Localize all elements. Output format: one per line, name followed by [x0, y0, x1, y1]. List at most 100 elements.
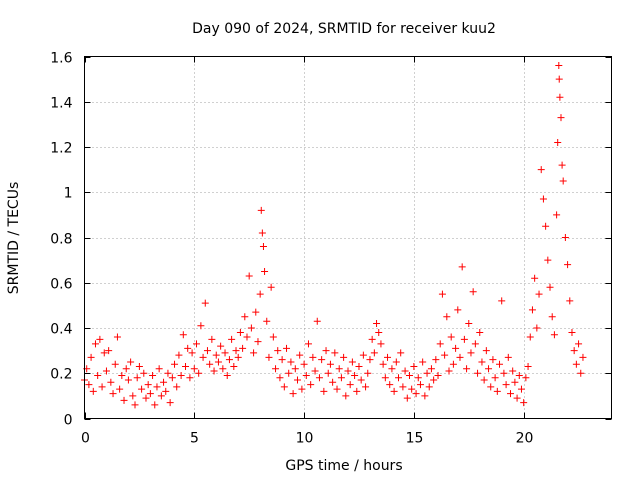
data-point [100, 349, 108, 357]
data-point [94, 372, 102, 380]
data-point [188, 349, 196, 357]
data-point [285, 369, 293, 377]
data-point [355, 362, 363, 370]
data-point [351, 372, 359, 380]
grid [84, 56, 612, 419]
data-point [526, 333, 534, 341]
data-point [368, 335, 376, 343]
data-point [465, 319, 473, 327]
data-point [324, 369, 332, 377]
data-point [241, 313, 249, 321]
data-point [403, 394, 411, 402]
data-point [212, 351, 220, 359]
data-point [558, 161, 566, 169]
data-point [267, 283, 275, 291]
data-point [155, 365, 163, 373]
data-point [122, 365, 130, 373]
data-point [550, 331, 558, 339]
data-point [313, 317, 321, 325]
data-point [280, 383, 288, 391]
data-point [283, 344, 291, 352]
data-point [373, 319, 381, 327]
data-point [162, 387, 170, 395]
data-point [517, 385, 525, 393]
data-point [478, 358, 486, 366]
data-point [166, 399, 174, 407]
data-point [564, 261, 572, 269]
data-point [357, 376, 365, 384]
data-point [425, 383, 433, 391]
data-point [206, 360, 214, 368]
data-point [208, 335, 216, 343]
y-tick-label: 0.4 [50, 322, 72, 338]
data-point [454, 306, 462, 314]
data-point [318, 356, 326, 364]
data-point [236, 329, 244, 337]
data-point [182, 362, 190, 370]
data-point [89, 387, 97, 395]
data-point [423, 369, 431, 377]
data-point [542, 222, 550, 230]
data-point [441, 351, 449, 359]
data-point [197, 322, 205, 330]
data-point [556, 93, 564, 101]
data-point [381, 374, 389, 382]
x-tick-label: 5 [190, 431, 199, 447]
data-point [496, 360, 504, 368]
data-point [228, 335, 236, 343]
data-point [195, 369, 203, 377]
data-point [359, 351, 367, 359]
x-tick-label: 15 [406, 431, 424, 447]
data-point [388, 365, 396, 373]
data-point [482, 347, 490, 355]
data-point [243, 333, 251, 341]
data-point [289, 390, 297, 398]
data-point [491, 374, 499, 382]
data-point [561, 234, 569, 241]
y-tick-label: 0.6 [50, 277, 72, 293]
data-point [515, 372, 523, 380]
data-point [199, 353, 207, 361]
y-tick-label: 0.2 [50, 367, 72, 383]
data-point [399, 383, 407, 391]
data-point [408, 385, 416, 393]
data-point [239, 344, 247, 352]
data-point [416, 381, 424, 389]
data-point [342, 392, 350, 400]
data-point [250, 349, 258, 357]
data-point [322, 347, 330, 355]
data-point [427, 365, 435, 373]
y-tick-label: 1.6 [50, 51, 72, 67]
data-point [487, 383, 495, 391]
data-point [296, 351, 304, 359]
y-tick-label: 1.4 [50, 96, 72, 112]
data-point [116, 385, 124, 393]
data-point [160, 378, 168, 386]
data-point [405, 372, 413, 380]
data-point [392, 358, 400, 366]
data-point [133, 374, 141, 382]
data-point [276, 374, 284, 382]
data-point [274, 347, 282, 355]
data-point [179, 331, 187, 339]
data-point [335, 365, 343, 373]
data-point [300, 360, 308, 368]
data-point [395, 374, 403, 382]
data-point [410, 362, 418, 370]
data-point [124, 376, 132, 384]
data-point [210, 367, 218, 375]
data-point [572, 360, 580, 368]
data-point [329, 378, 337, 386]
data-point [344, 367, 352, 375]
data-point [544, 256, 552, 264]
data-point [471, 340, 479, 348]
data-point [309, 353, 317, 361]
data-point [504, 353, 512, 361]
data-point [261, 267, 269, 275]
x-tick-label: 0 [81, 431, 90, 447]
data-point [217, 342, 225, 350]
data-point [223, 372, 231, 380]
data-point [513, 394, 521, 402]
data-point [443, 313, 451, 321]
data-point [537, 166, 545, 174]
